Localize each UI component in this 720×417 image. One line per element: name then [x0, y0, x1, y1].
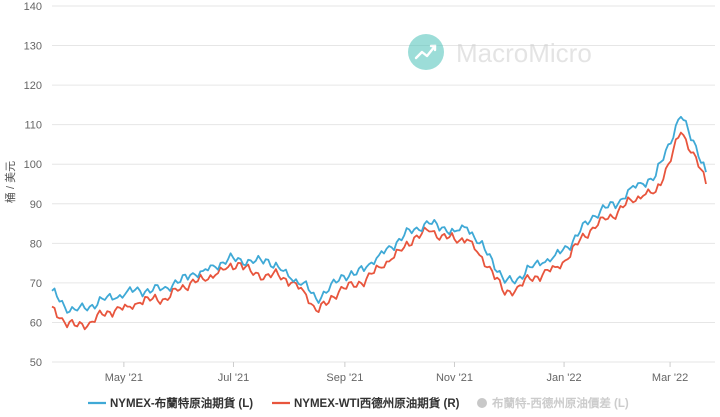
watermark: MacroMicro — [408, 34, 592, 70]
x-tick-label: Sep '21 — [326, 372, 363, 384]
gridlines — [52, 5, 715, 363]
legend-item[interactable]: NYMEX-WTI西德州原油期貨 (R) — [272, 396, 460, 410]
macromicro-logo-icon — [408, 34, 444, 70]
y-tick-label: 120 — [24, 80, 42, 92]
x-tick-label: Jan '22 — [547, 372, 582, 384]
y-axis: 50 60 70 80 90 100 110 120 130 140 — [24, 1, 42, 369]
y-tick-label: 90 — [30, 199, 42, 211]
x-tick-label: May '21 — [105, 372, 143, 384]
y-tick-label: 70 — [30, 278, 42, 290]
x-tick-label: Mar '22 — [652, 372, 688, 384]
legend-label: NYMEX-布蘭特原油期貨 (L) — [110, 396, 253, 410]
legend-item[interactable]: 布蘭特-西德州原油價差 (L) — [477, 396, 629, 410]
legend-label: 布蘭特-西德州原油價差 (L) — [491, 396, 629, 410]
y-tick-label: 100 — [24, 159, 42, 171]
y-tick-label: 50 — [30, 357, 42, 369]
series-line-brent[interactable] — [51, 115, 707, 314]
y-tick-label: 110 — [24, 120, 42, 132]
legend-item[interactable]: NYMEX-布蘭特原油期貨 (L) — [88, 396, 253, 410]
y-tick-label: 60 — [30, 317, 42, 329]
y-tick-label: 80 — [30, 238, 42, 250]
y-axis-title: 桶 / 美元 — [3, 161, 17, 203]
legend-swatch — [477, 398, 487, 408]
x-axis: May '21 Jul '21 Sep '21 Nov '21 Jan '22 Mar '… — [105, 362, 688, 384]
legend[interactable]: NYMEX-布蘭特原油期貨 (L) NYMEX-WTI西德州原油期貨 (R) 布蘭特… — [88, 396, 629, 410]
x-tick-label: Nov '21 — [436, 372, 473, 384]
series-layer — [51, 115, 707, 331]
legend-label: NYMEX-WTI西德州原油期貨 (R) — [294, 396, 460, 410]
x-tick-label: Jul '21 — [218, 372, 249, 384]
watermark-text: MacroMicro — [456, 38, 592, 68]
y-tick-label: 140 — [24, 1, 42, 13]
series-line-wti[interactable] — [51, 131, 707, 331]
y-tick-label: 130 — [24, 41, 42, 53]
